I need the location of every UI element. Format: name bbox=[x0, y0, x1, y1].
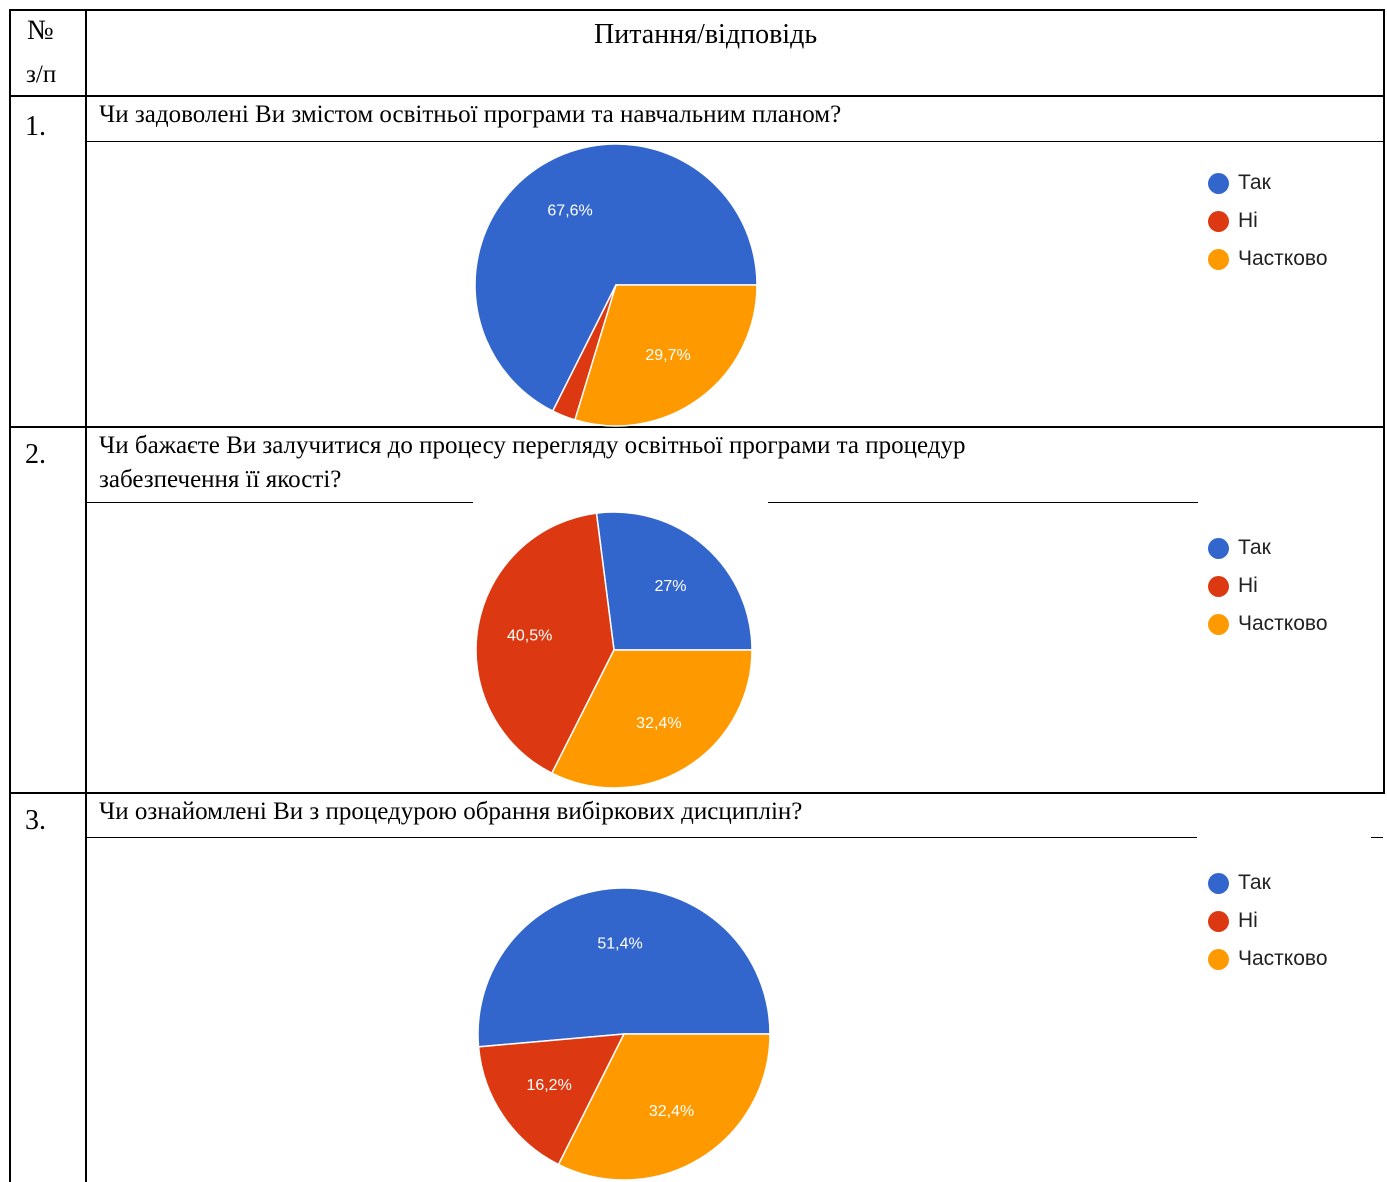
legend-dot-icon bbox=[1208, 248, 1229, 270]
legend-item-yes: Так bbox=[1208, 171, 1271, 195]
question-text: Чи ознайомлені Ви з процедурою обрання в… bbox=[99, 798, 803, 825]
pie-slice-1 bbox=[475, 512, 615, 775]
legend-label: Ні bbox=[1238, 909, 1258, 932]
table-row-divider bbox=[9, 792, 1385, 794]
pie-slice-label: 32,4% bbox=[636, 715, 681, 732]
pie-slice-label: 32,4% bbox=[649, 1103, 694, 1120]
question-underline bbox=[87, 837, 1197, 838]
legend-item-no: Ні bbox=[1208, 909, 1258, 933]
question-text: забезпечення її якості? bbox=[99, 466, 342, 493]
pie-slice-label: 51,4% bbox=[597, 936, 642, 953]
table-row-divider bbox=[9, 426, 1385, 428]
legend-label: Частково bbox=[1238, 947, 1328, 970]
legend-item-partly: Частково bbox=[1208, 247, 1328, 271]
table-border-right bbox=[1383, 9, 1385, 792]
pie-slice-2 bbox=[557, 1033, 771, 1181]
legend-item-no: Ні bbox=[1208, 209, 1258, 233]
pie-slice-1 bbox=[477, 1033, 626, 1166]
question-underline bbox=[1371, 837, 1383, 838]
legend-dot-icon bbox=[1208, 575, 1229, 597]
pie-chart-question-1: 67,6% 29,7% bbox=[474, 143, 758, 427]
question-underline bbox=[87, 141, 1383, 142]
table-border-top bbox=[9, 9, 1385, 11]
legend-label: Так bbox=[1238, 536, 1271, 559]
legend-dot-icon bbox=[1208, 613, 1229, 635]
pie-slice-0 bbox=[477, 887, 771, 1048]
pie-slice-label: 16,2% bbox=[526, 1077, 571, 1094]
legend-dot-icon bbox=[1208, 910, 1229, 932]
legend-label: Ні bbox=[1238, 574, 1258, 597]
legend-item-yes: Так bbox=[1208, 536, 1271, 560]
header-title: Питання/відповідь bbox=[594, 19, 818, 50]
question-number: 2. bbox=[25, 439, 46, 470]
legend-item-partly: Частково bbox=[1208, 947, 1328, 971]
legend-item-yes: Так bbox=[1208, 871, 1271, 895]
legend-dot-icon bbox=[1208, 948, 1229, 970]
legend-label: Так bbox=[1238, 871, 1271, 894]
legend-item-no: Ні bbox=[1208, 574, 1258, 598]
legend-label: Частково bbox=[1238, 247, 1328, 270]
question-underline bbox=[87, 502, 473, 503]
question-underline bbox=[768, 502, 1198, 503]
pie-chart-question-3: 51,4% 16,2% 32,4% bbox=[477, 887, 771, 1181]
pie-slice-0 bbox=[595, 511, 753, 651]
legend-dot-icon bbox=[1208, 172, 1229, 194]
legend-dot-icon bbox=[1208, 210, 1229, 232]
pie-slice-2 bbox=[574, 284, 758, 427]
question-text: Чи задоволені Ви змістом освітньої прогр… bbox=[99, 101, 842, 128]
legend-dot-icon bbox=[1208, 537, 1229, 559]
legend-dot-icon bbox=[1208, 872, 1229, 894]
pie-slice-0 bbox=[474, 143, 758, 413]
pie-chart-question-2: 27% 40,5% 32,4% bbox=[475, 511, 753, 789]
legend-item-partly: Частково bbox=[1208, 612, 1328, 636]
header-number-label-2: з/п bbox=[26, 61, 57, 88]
pie-slice-2 bbox=[550, 649, 753, 789]
question-number: 1. bbox=[25, 111, 46, 142]
pie-slice-label: 40,5% bbox=[507, 628, 552, 645]
pie-slice-label: 29,7% bbox=[645, 347, 690, 364]
table-border-left bbox=[9, 9, 11, 1182]
legend-label: Частково bbox=[1238, 612, 1328, 635]
question-text: Чи бажаєте Ви залучитися до процесу пере… bbox=[99, 432, 966, 459]
table-column-divider bbox=[85, 9, 87, 1182]
question-number: 3. bbox=[25, 805, 46, 836]
table-row-divider bbox=[9, 95, 1385, 97]
pie-slice-label: 67,6% bbox=[547, 203, 592, 220]
legend-label: Так bbox=[1238, 171, 1271, 194]
header-number-label: № bbox=[27, 15, 54, 46]
pie-slice-label: 27% bbox=[655, 578, 687, 595]
legend-label: Ні bbox=[1238, 209, 1258, 232]
